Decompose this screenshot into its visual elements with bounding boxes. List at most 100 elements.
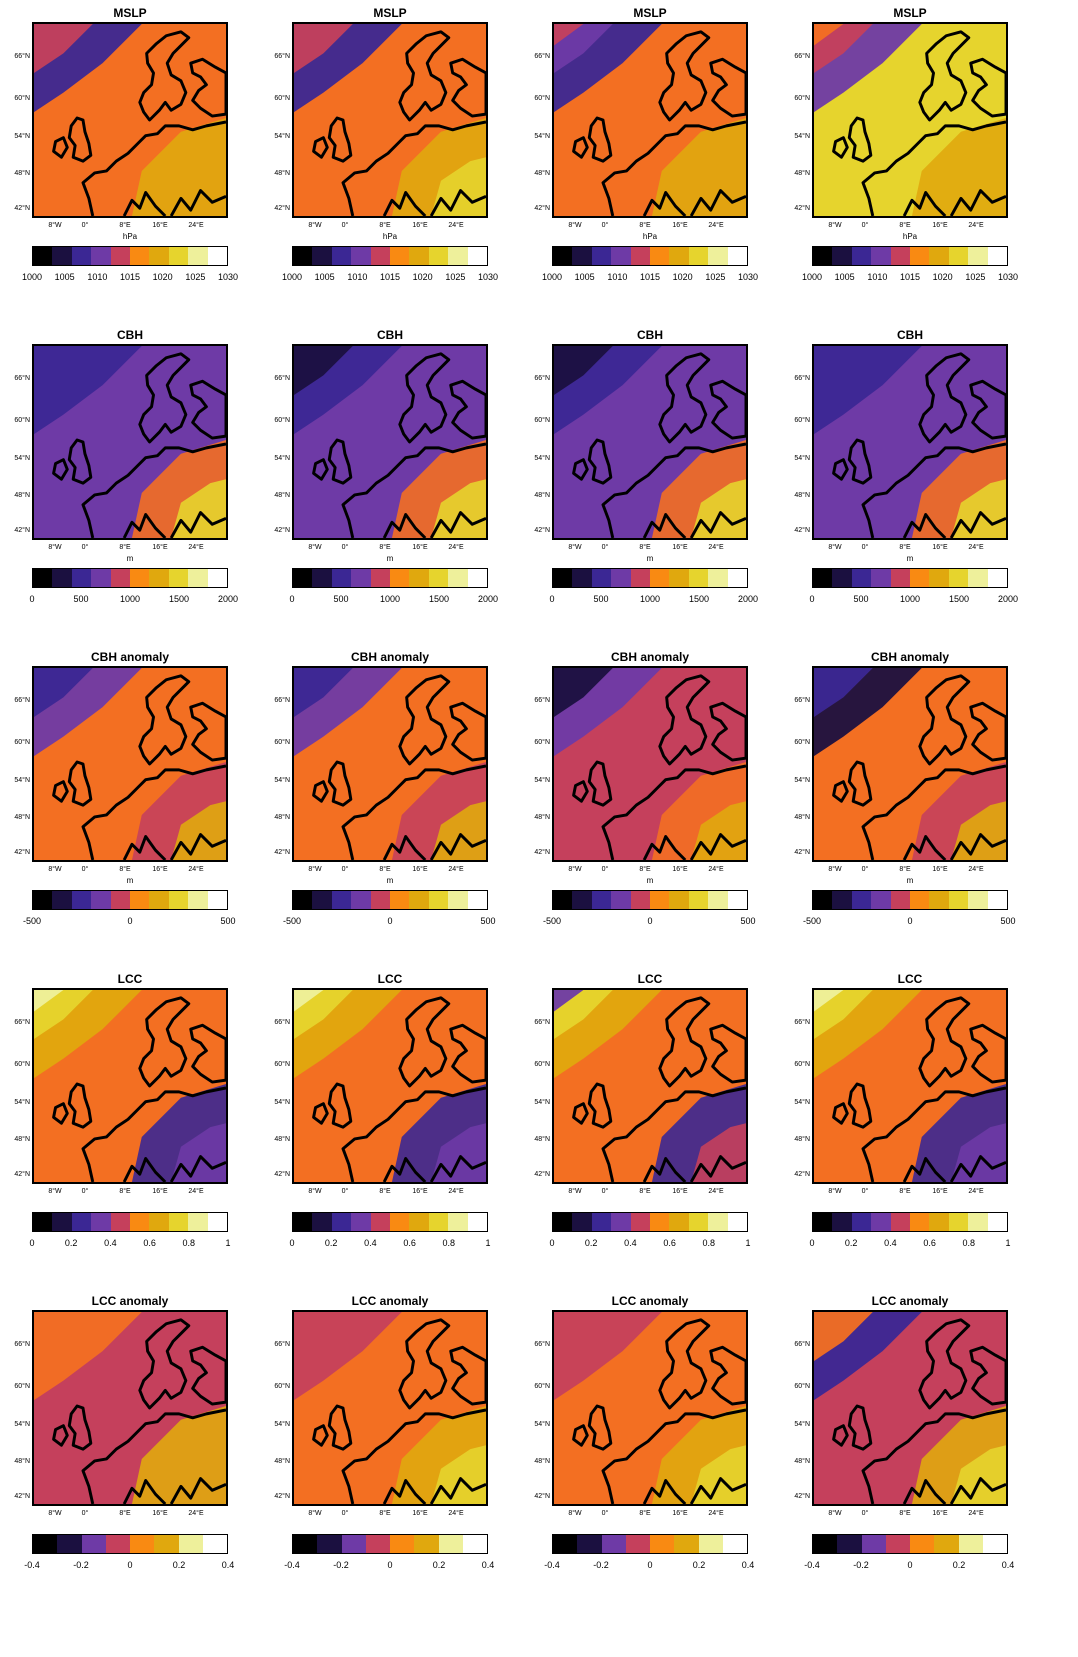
coastline (642, 1157, 687, 1182)
latitude-tick-label: 66°N (534, 1019, 550, 1026)
unit-label: m (386, 554, 394, 563)
map-plot-area (812, 666, 1008, 862)
colorbar-swatch (948, 1213, 969, 1231)
coastline (382, 513, 427, 538)
longitude-tick-label: 24°E (708, 544, 724, 551)
colorbar-swatch (110, 247, 131, 265)
colorbar-swatch (33, 569, 53, 587)
colorbar-swatch (130, 247, 150, 265)
colorbar (292, 246, 488, 266)
coastline (601, 1408, 746, 1504)
coastline (601, 1086, 746, 1182)
coastline (67, 116, 93, 163)
colorbar-swatch (52, 247, 72, 265)
coastline (169, 189, 226, 216)
latitude-tick-label: 54°N (14, 777, 30, 784)
coastline (52, 458, 69, 481)
colorbar-swatch (130, 569, 150, 587)
colorbar-tick-label: 0 (549, 1238, 555, 1248)
map-plot-area (292, 344, 488, 540)
colorbar-swatch (331, 891, 352, 909)
colorbar-swatch (52, 1213, 72, 1231)
colorbar-tick-label: 1030 (997, 272, 1019, 282)
colorbar-swatch (409, 891, 429, 909)
colorbar-swatch (370, 891, 391, 909)
colorbar (812, 246, 1008, 266)
coastline (861, 442, 1006, 538)
colorbar-swatch (553, 569, 573, 587)
map-panel: CBH 66°N 60°N 54°N 48°N 42°N 8°W 0° 8°E 16°E 24°E m… (260, 328, 520, 648)
colorbar-swatch (910, 247, 930, 265)
colorbar-tick-label: 0 (127, 1560, 133, 1570)
coastline (327, 116, 353, 163)
colorbar-swatch (611, 891, 631, 909)
latitude-tick-label: 42°N (794, 1171, 810, 1178)
coastline (449, 701, 486, 762)
colorbar-swatch (130, 1535, 155, 1553)
latitude-tick-label: 48°N (534, 1136, 550, 1143)
colorbar-swatch (110, 891, 131, 909)
colorbar-tick-label: 0.4 (884, 1238, 897, 1248)
latitude-tick-label: 60°N (534, 1383, 550, 1390)
longitude-tick-label: 16°E (412, 222, 428, 229)
longitude-tick-label: 8°E (379, 222, 391, 229)
colorbar-swatch (669, 1213, 689, 1231)
colorbar-tick-label: 1 (745, 1238, 751, 1248)
panel-title: CBH (897, 328, 923, 342)
coastline (327, 1082, 353, 1129)
latitude-tick-label: 42°N (794, 849, 810, 856)
colorbar-tick-label: 0.4 (624, 1238, 637, 1248)
panel-title: MSLP (893, 6, 927, 20)
colorbar-tick-label: 1015 (639, 272, 661, 282)
colorbar (32, 1534, 228, 1554)
field-band-northwest (554, 24, 613, 73)
colorbar-swatch (370, 247, 391, 265)
unit-label: hPa (642, 232, 658, 241)
longitude-tick-label: 16°E (672, 544, 688, 551)
colorbar-swatch (968, 247, 988, 265)
colorbar-swatch (698, 1535, 723, 1553)
colorbar-tick-label: 0 (29, 594, 35, 604)
field-band-northwest (294, 346, 353, 395)
colorbar-swatch (52, 569, 72, 587)
map-panel: LCC 66°N 60°N 54°N 48°N 42°N 8°W 0° 8°E 16°E 24°E 0… (520, 972, 780, 1292)
panel-title: LCC anomaly (91, 1294, 169, 1308)
coastline (949, 511, 1006, 538)
colorbar-swatch (428, 1213, 449, 1231)
coastline (709, 1345, 746, 1406)
colorbar-tick-label: 0.2 (584, 1238, 598, 1248)
coastline (449, 57, 486, 118)
latitude-tick-label: 66°N (14, 375, 30, 382)
latitude-tick-label: 66°N (794, 375, 810, 382)
longitude-tick-label: 16°E (932, 1188, 948, 1195)
longitude-tick-label: 0° (341, 1188, 349, 1195)
colorbar-swatch (987, 1213, 1008, 1231)
colorbar-swatch (968, 1213, 988, 1231)
longitude-tick-label: 0° (341, 1510, 349, 1517)
coastline (709, 57, 746, 118)
map-plot-area (32, 344, 228, 540)
colorbar-swatch (91, 891, 111, 909)
longitude-tick-label: 8°E (639, 544, 651, 551)
map-panel: CBH anomaly 66°N 60°N 54°N 48°N 42°N 8°W 0° 8°E 1… (780, 650, 1040, 970)
longitude-tick-label: 16°E (152, 866, 168, 873)
colorbar-swatch (390, 891, 410, 909)
longitude-tick-label: 8°W (308, 866, 322, 873)
colorbar-swatch (727, 569, 748, 587)
map-panel: MSLP 66°N 60°N 54°N 48°N 42°N 8°W 0° 8°E 16°E 24°E… (260, 6, 520, 326)
longitude-tick-label: 24°E (188, 1510, 204, 1517)
longitude-tick-label: 8°E (899, 1510, 911, 1517)
colorbar-swatch (351, 891, 371, 909)
panel-title: LCC (117, 972, 143, 986)
coastline (861, 1408, 1006, 1504)
latitude-tick-label: 66°N (534, 375, 550, 382)
colorbar-swatch (91, 247, 111, 265)
colorbar-swatch (448, 247, 468, 265)
latitude-tick-label: 48°N (14, 814, 30, 821)
latitude-tick-label: 60°N (794, 1061, 810, 1068)
latitude-tick-label: 60°N (274, 739, 290, 746)
coastline (312, 1424, 329, 1447)
colorbar-tick-label: 500 (73, 594, 89, 604)
field-band-northwest (554, 990, 613, 1039)
colorbar-swatch (813, 247, 833, 265)
